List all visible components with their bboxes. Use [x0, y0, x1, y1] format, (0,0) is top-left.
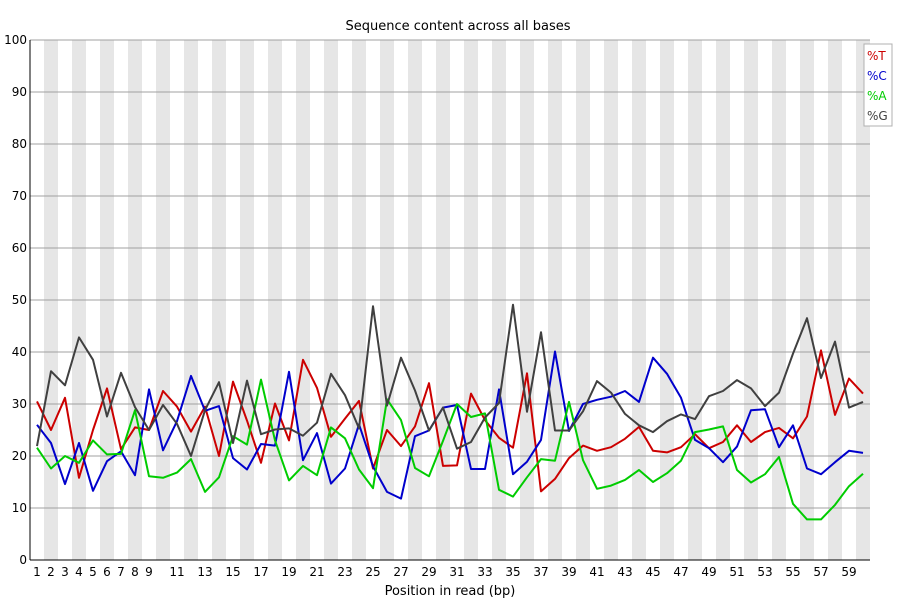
- y-tick-label-50: 50: [12, 293, 27, 307]
- series-line-C: [36, 350, 864, 500]
- x-tick-label-6: 6: [103, 565, 111, 579]
- x-tick-label-41: 41: [589, 565, 604, 579]
- y-tick-label-40: 40: [12, 345, 27, 359]
- x-tick-label-4: 4: [75, 565, 83, 579]
- x-tick-label-23: 23: [337, 565, 352, 579]
- legend-entry-T: %T: [867, 49, 886, 63]
- x-tick-label-37: 37: [533, 565, 548, 579]
- x-tick-label-8: 8: [131, 565, 139, 579]
- legend-entry-A: %A: [867, 89, 887, 103]
- x-tick-label-9: 9: [145, 565, 153, 579]
- x-tick-label-55: 55: [785, 565, 800, 579]
- legend-box: [863, 43, 893, 127]
- legend: %T %C %A %G: [863, 43, 893, 127]
- x-tick-label-27: 27: [393, 565, 408, 579]
- x-tick-label-3: 3: [61, 565, 69, 579]
- x-tick-label-13: 13: [197, 565, 212, 579]
- y-tick-label-20: 20: [12, 449, 27, 463]
- x-tick-label-53: 53: [757, 565, 772, 579]
- x-tick-labels: 1 2 3 4 5 6 7 8 9 11 13 15 17 19 21 23 25 27 29 31 33 35 37 39 4…: [33, 565, 856, 579]
- x-tick-label-21: 21: [309, 565, 324, 579]
- x-tick-label-57: 57: [813, 565, 828, 579]
- x-tick-label-11: 11: [169, 565, 184, 579]
- y-tick-label-30: 30: [12, 397, 27, 411]
- y-tick-label-0: 0: [19, 553, 27, 567]
- y-tick-label-60: 60: [12, 241, 27, 255]
- x-tick-label-43: 43: [617, 565, 632, 579]
- x-tick-label-17: 17: [253, 565, 268, 579]
- x-tick-label-31: 31: [449, 565, 464, 579]
- x-tick-label-29: 29: [421, 565, 436, 579]
- y-tick-label-80: 80: [12, 137, 27, 151]
- series-line-T: [36, 349, 864, 493]
- x-tick-label-49: 49: [701, 565, 716, 579]
- x-tick-label-47: 47: [673, 565, 688, 579]
- x-tick-label-33: 33: [477, 565, 492, 579]
- x-tick-label-51: 51: [729, 565, 744, 579]
- axes: [29, 40, 870, 561]
- series-lines: [36, 303, 864, 521]
- x-tick-label-15: 15: [225, 565, 240, 579]
- x-tick-label-7: 7: [117, 565, 125, 579]
- chart-title: Sequence content across all bases: [345, 19, 570, 34]
- y-tick-labels: 0 10 20 30 40 50 60 70 80 90 100: [4, 33, 27, 567]
- x-tick-label-1: 1: [33, 565, 41, 579]
- y-tick-label-70: 70: [12, 189, 27, 203]
- y-tick-label-10: 10: [12, 501, 27, 515]
- x-tick-label-25: 25: [365, 565, 380, 579]
- legend-entry-C: %C: [867, 69, 887, 83]
- x-tick-label-19: 19: [281, 565, 296, 579]
- y-tick-label-90: 90: [12, 85, 27, 99]
- x-tick-label-59: 59: [841, 565, 856, 579]
- horizontal-gridlines: [30, 39, 870, 509]
- x-tick-label-2: 2: [47, 565, 55, 579]
- x-tick-label-35: 35: [505, 565, 520, 579]
- x-tick-label-5: 5: [89, 565, 97, 579]
- y-tick-label-100: 100: [4, 33, 27, 47]
- x-tick-label-45: 45: [645, 565, 660, 579]
- legend-entry-G: %G: [867, 109, 888, 123]
- series-line-G: [36, 303, 864, 457]
- series-line-A: [36, 378, 864, 521]
- x-tick-label-39: 39: [561, 565, 576, 579]
- x-axis-label: Position in read (bp): [385, 584, 516, 599]
